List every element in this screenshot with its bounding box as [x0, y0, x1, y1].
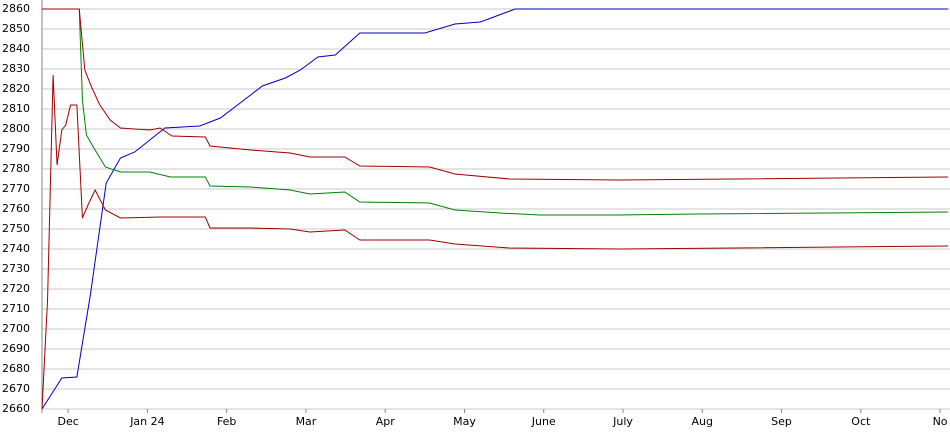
- y-tick-label: 2790: [2, 142, 30, 155]
- y-tick-label: 2690: [2, 342, 30, 355]
- y-tick-label: 2720: [2, 282, 30, 295]
- y-tick-label: 2770: [2, 182, 30, 195]
- y-tick-label: 2740: [2, 242, 30, 255]
- y-tick-label: 2680: [2, 362, 30, 375]
- y-tick-label: 2800: [2, 122, 30, 135]
- x-tick-label: Mar: [296, 415, 317, 428]
- x-tick-label: May: [453, 415, 476, 428]
- y-tick-label: 2840: [2, 42, 30, 55]
- y-tick-label: 2700: [2, 322, 30, 335]
- series-line: [42, 8, 949, 216]
- x-tick-label: No: [933, 415, 948, 428]
- x-tick-label: Oct: [851, 415, 871, 428]
- y-tick-label: 2670: [2, 382, 30, 395]
- x-tick-label: Dec: [58, 415, 79, 428]
- y-tick-label: 2850: [2, 22, 30, 35]
- x-tick-label: Sep: [771, 415, 792, 428]
- x-tick-label: July: [612, 415, 633, 428]
- x-tick-label: Jan 24: [129, 415, 164, 428]
- y-tick-label: 2810: [2, 102, 30, 115]
- x-tick-label: Aug: [692, 415, 713, 428]
- y-tick-label: 2830: [2, 62, 30, 75]
- x-tick-label: June: [531, 415, 556, 428]
- x-tick-label: Apr: [376, 415, 396, 428]
- y-tick-label: 2820: [2, 82, 30, 95]
- y-tick-label: 2750: [2, 222, 30, 235]
- y-tick-label: 2660: [2, 402, 30, 415]
- y-tick-label: 2780: [2, 162, 30, 175]
- series-line: [42, 8, 949, 181]
- y-tick-label: 2760: [2, 202, 30, 215]
- y-tick-label: 2730: [2, 262, 30, 275]
- y-tick-label: 2710: [2, 302, 30, 315]
- x-tick-label: Feb: [217, 415, 236, 428]
- series-line: [41, 8, 948, 410]
- series-line: [41, 74, 949, 410]
- y-tick-label: 2860: [2, 2, 30, 15]
